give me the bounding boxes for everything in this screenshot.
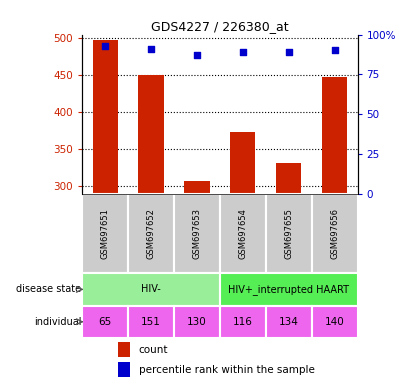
- FancyBboxPatch shape: [266, 306, 312, 338]
- Text: individual: individual: [34, 317, 81, 327]
- FancyBboxPatch shape: [312, 306, 358, 338]
- FancyBboxPatch shape: [128, 194, 174, 273]
- Bar: [322, 78, 347, 194]
- Text: 65: 65: [99, 317, 112, 327]
- Text: 134: 134: [279, 317, 299, 327]
- Point: [194, 52, 200, 58]
- Bar: [118, 342, 130, 357]
- Point: [240, 49, 246, 55]
- Text: GSM697656: GSM697656: [330, 208, 339, 259]
- Text: 130: 130: [187, 317, 207, 327]
- Bar: [92, 40, 118, 194]
- FancyBboxPatch shape: [312, 194, 358, 273]
- Bar: [118, 362, 130, 377]
- Text: count: count: [139, 345, 168, 355]
- FancyBboxPatch shape: [266, 194, 312, 273]
- Text: GSM697655: GSM697655: [284, 208, 293, 259]
- FancyBboxPatch shape: [82, 194, 128, 273]
- Title: GDS4227 / 226380_at: GDS4227 / 226380_at: [151, 20, 289, 33]
- Text: 116: 116: [233, 317, 253, 327]
- Text: HIV-: HIV-: [141, 285, 161, 295]
- Text: GSM697654: GSM697654: [238, 208, 247, 259]
- Bar: [139, 75, 164, 194]
- Point: [102, 43, 109, 49]
- Text: HIV+_interrupted HAART: HIV+_interrupted HAART: [228, 284, 349, 295]
- Text: GSM697651: GSM697651: [101, 208, 110, 259]
- Text: 140: 140: [325, 317, 344, 327]
- Text: percentile rank within the sample: percentile rank within the sample: [139, 364, 314, 375]
- Text: disease state: disease state: [16, 285, 81, 295]
- Text: GSM697653: GSM697653: [192, 208, 201, 259]
- FancyBboxPatch shape: [220, 273, 358, 306]
- Point: [285, 49, 292, 55]
- FancyBboxPatch shape: [220, 306, 266, 338]
- Point: [331, 47, 338, 53]
- FancyBboxPatch shape: [128, 306, 174, 338]
- Bar: [184, 181, 210, 194]
- Text: 151: 151: [141, 317, 161, 327]
- FancyBboxPatch shape: [82, 273, 220, 306]
- Text: GSM697652: GSM697652: [147, 208, 155, 259]
- FancyBboxPatch shape: [82, 306, 128, 338]
- Bar: [276, 163, 301, 194]
- Point: [148, 46, 155, 52]
- FancyBboxPatch shape: [174, 194, 220, 273]
- FancyBboxPatch shape: [220, 194, 266, 273]
- FancyBboxPatch shape: [174, 306, 220, 338]
- Bar: [230, 132, 256, 194]
